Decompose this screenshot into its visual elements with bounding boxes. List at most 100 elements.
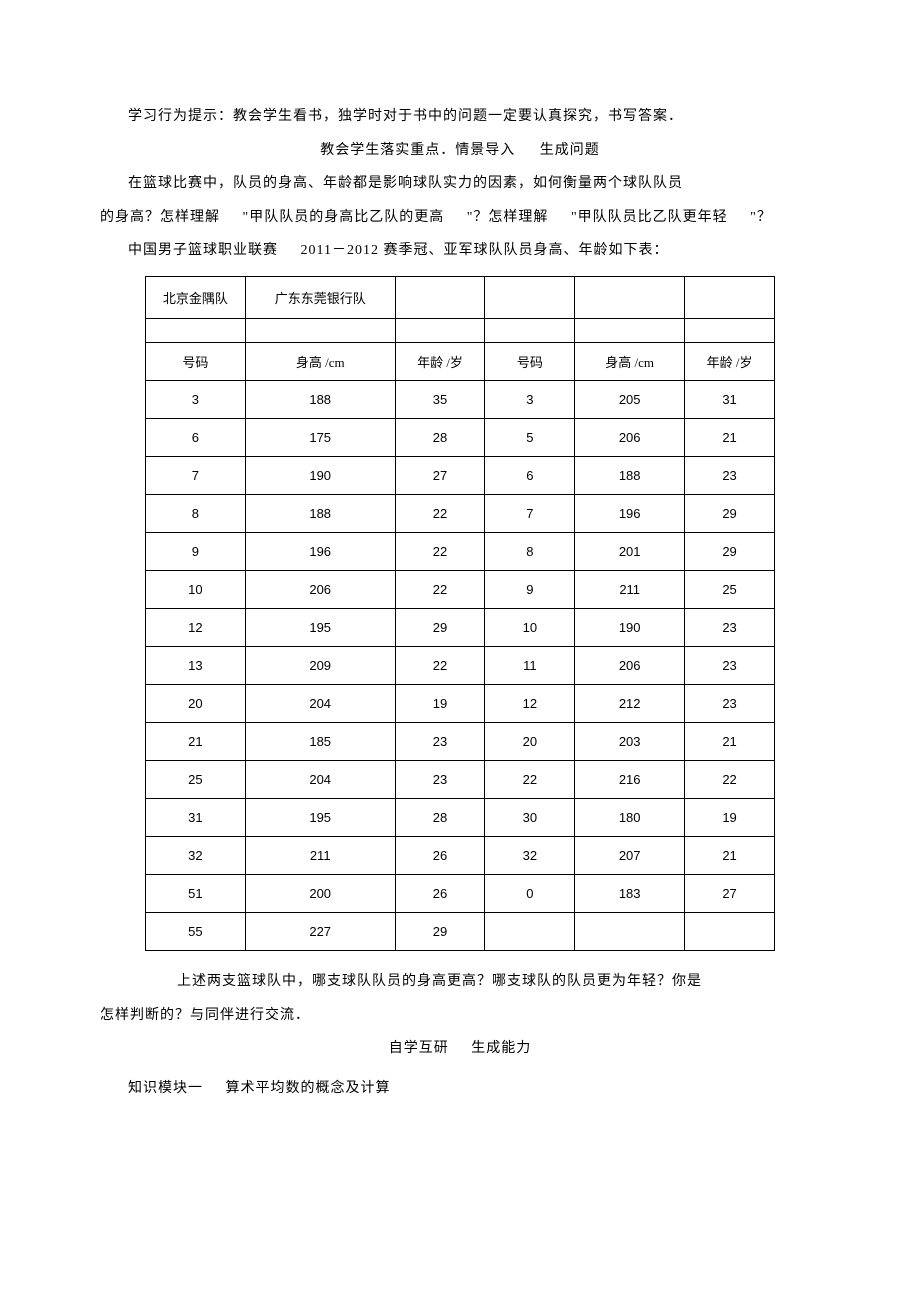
table-cell: 22	[685, 760, 775, 798]
seg-b: "甲队队员的身高比乙队的更高	[243, 210, 445, 225]
table-cell: 29	[685, 532, 775, 570]
table-row: 1020622921125	[146, 570, 775, 608]
table-cell: 10	[485, 608, 575, 646]
table-cell: 20	[146, 684, 246, 722]
table-cell: 6	[485, 456, 575, 494]
seg-e: "？	[750, 210, 772, 225]
intro-paragraph-1: 在篮球比赛中，队员的身高、年龄都是影响球队实力的因素，如何衡量两个球队队员	[100, 167, 820, 201]
seg-b: 2011－2012 赛季冠、亚军球队队员身高、年龄如下表：	[301, 243, 669, 258]
table-row: 719027618823	[146, 456, 775, 494]
table-row: 20204191221223	[146, 684, 775, 722]
table-cell: 30	[485, 798, 575, 836]
table-cell: 11	[485, 646, 575, 684]
table-cell: 12	[146, 608, 246, 646]
table-cell: 203	[575, 722, 685, 760]
table-cell: 196	[575, 494, 685, 532]
col-header-0: 号码	[146, 342, 246, 380]
table-cell: 23	[395, 760, 485, 798]
team-header-0: 北京金隅队	[146, 276, 246, 318]
table-cell: 196	[245, 532, 395, 570]
table-cell: 23	[395, 722, 485, 760]
table-cell: 5	[485, 418, 575, 456]
table-cell: 26	[395, 836, 485, 874]
table-cell: 185	[245, 722, 395, 760]
table-cell: 200	[245, 874, 395, 912]
table-cell: 25	[685, 570, 775, 608]
seg-c: "？怎样理解	[467, 210, 549, 225]
blank-cell	[245, 318, 395, 342]
table-cell: 29	[685, 494, 775, 532]
table-cell: 3	[485, 380, 575, 418]
blank-cell	[575, 276, 685, 318]
blank-cell	[146, 318, 246, 342]
blank-row	[146, 318, 775, 342]
team-header-1: 广东东莞银行队	[245, 276, 395, 318]
table-row: 25204232221622	[146, 760, 775, 798]
text: 怎样判断的？与同伴进行交流．	[100, 1008, 310, 1023]
table-cell: 22	[395, 570, 485, 608]
table-cell: 21	[146, 722, 246, 760]
team-header-row: 北京金隅队 广东东莞银行队	[146, 276, 775, 318]
table-cell: 188	[245, 494, 395, 532]
player-data-table: 北京金隅队 广东东莞银行队 号码 身高 /cm 年龄 /岁 号码 身高 /cm …	[145, 276, 775, 951]
table-cell: 27	[685, 874, 775, 912]
col-header-2: 年龄 /岁	[395, 342, 485, 380]
table-row: 318835320531	[146, 380, 775, 418]
text: 在篮球比赛中，队员的身高、年龄都是影响球队实力的因素，如何衡量两个球队队员	[128, 176, 683, 191]
text-b: 算术平均数的概念及计算	[226, 1081, 391, 1096]
text-a: 知识模块一	[128, 1081, 203, 1096]
study-tip-paragraph: 学习行为提示：教会学生看书，独学时对于书中的问题一定要认真探究，书写答案．	[100, 100, 820, 134]
table-cell: 204	[245, 760, 395, 798]
blank-cell	[485, 276, 575, 318]
table-cell: 28	[395, 798, 485, 836]
center-heading-2: 自学互研 生成能力	[100, 1032, 820, 1066]
blank-cell	[685, 318, 775, 342]
table-cell: 175	[245, 418, 395, 456]
table-cell: 209	[245, 646, 395, 684]
table-cell: 20	[485, 722, 575, 760]
table-cell: 180	[575, 798, 685, 836]
table-cell: 201	[575, 532, 685, 570]
col-header-5: 年龄 /岁	[685, 342, 775, 380]
intro-paragraph-2: 的身高？怎样理解 "甲队队员的身高比乙队的更高 "？怎样理解 "甲队队员比乙队更…	[100, 201, 820, 235]
text: 学习行为提示：教会学生看书，独学时对于书中的问题一定要认真探究，书写答案．	[128, 109, 683, 124]
table-row: 31195283018019	[146, 798, 775, 836]
table-cell: 9	[485, 570, 575, 608]
table-cell: 10	[146, 570, 246, 608]
data-rows-body: 3188353205316175285206217190276188238188…	[146, 380, 775, 950]
table-cell: 28	[395, 418, 485, 456]
table-cell: 9	[146, 532, 246, 570]
table-cell: 27	[395, 456, 485, 494]
table-cell: 51	[146, 874, 246, 912]
center-heading-1: 教会学生落实重点．情景导入 生成问题	[100, 134, 820, 168]
table-cell: 7	[146, 456, 246, 494]
table-cell: 205	[575, 380, 685, 418]
table-cell: 206	[575, 646, 685, 684]
table-cell: 206	[575, 418, 685, 456]
table-row: 617528520621	[146, 418, 775, 456]
table-row: 13209221120623	[146, 646, 775, 684]
blank-cell	[485, 318, 575, 342]
table-row: 5120026018327	[146, 874, 775, 912]
table-cell: 25	[146, 760, 246, 798]
table-cell: 207	[575, 836, 685, 874]
table-cell: 35	[395, 380, 485, 418]
table-cell: 12	[485, 684, 575, 722]
table-row: 818822719629	[146, 494, 775, 532]
table-cell: 19	[395, 684, 485, 722]
table-cell: 195	[245, 608, 395, 646]
text-b: 生成能力	[471, 1041, 531, 1056]
table-row: 5522729	[146, 912, 775, 950]
table-cell: 7	[485, 494, 575, 532]
table-row: 32211263220721	[146, 836, 775, 874]
table-cell: 21	[685, 722, 775, 760]
table-cell: 206	[245, 570, 395, 608]
table-intro-paragraph: 中国男子篮球职业联赛 2011－2012 赛季冠、亚军球队队员身高、年龄如下表：	[100, 234, 820, 268]
blank-cell	[395, 276, 485, 318]
table-row: 21185232020321	[146, 722, 775, 760]
text-b: 生成问题	[540, 143, 600, 158]
table-cell: 13	[146, 646, 246, 684]
seg-a: 的身高？怎样理解	[100, 210, 220, 225]
table-cell: 31	[146, 798, 246, 836]
table-cell: 22	[485, 760, 575, 798]
